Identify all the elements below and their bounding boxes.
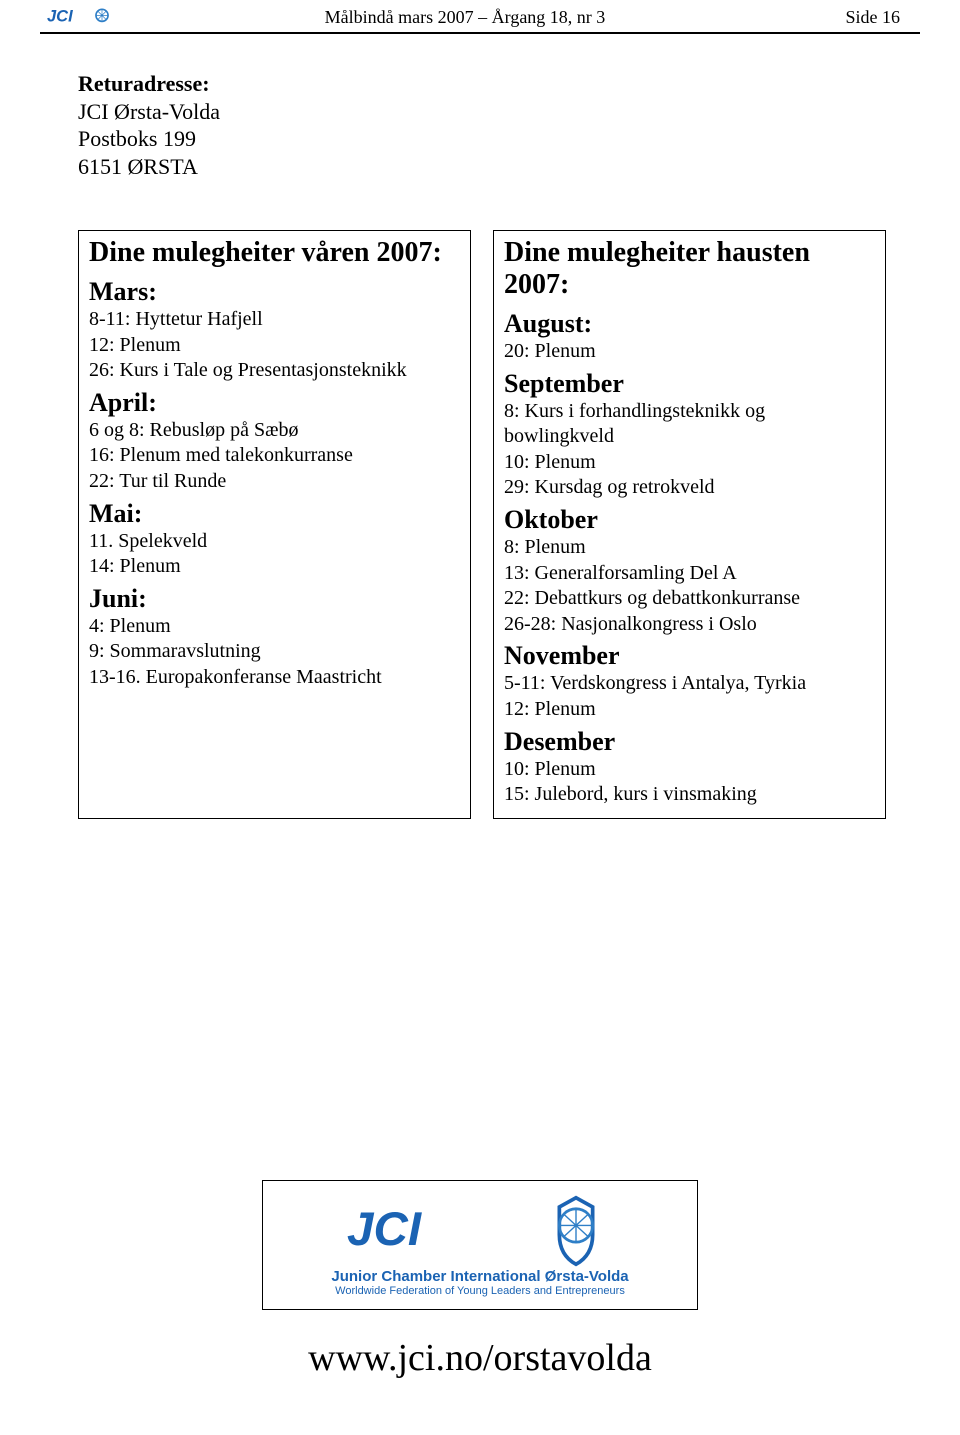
calendar-item: 10: Plenum — [504, 757, 875, 783]
month-heading: August: — [504, 309, 875, 339]
calendar-item: 12: Plenum — [89, 333, 460, 359]
jci-logo-large-icon: JCI — [347, 1201, 517, 1261]
month-heading: April: — [89, 388, 460, 418]
calendar-item: 13-16. Europakonferanse Maastricht — [89, 665, 460, 691]
month-heading: Mars: — [89, 277, 460, 307]
calendar-item: 22: Debattkurs og debattkonkurranse — [504, 586, 875, 612]
calendar-item: 8-11: Hyttetur Hafjell — [89, 307, 460, 333]
return-address-block: Returadresse: JCI Ørsta-Volda Postboks 1… — [0, 34, 960, 180]
header-center-text: Målbindå mars 2007 – Årgang 18, nr 3 — [120, 7, 810, 28]
calendar-item: 12: Plenum — [504, 697, 875, 723]
calendar-item: 8: Kurs i forhandlingsteknikk og bowling… — [504, 399, 875, 450]
jci-logo-icon: JCI — [40, 6, 120, 28]
calendar-item: 11. Spelekveld — [89, 529, 460, 555]
calendar-item: 22: Tur til Runde — [89, 469, 460, 495]
return-address-title: Returadresse: — [78, 70, 960, 98]
return-address-line: JCI Ørsta-Volda — [78, 98, 960, 126]
page-header: JCI Målbindå mars 2007 – Årgang 18, nr 3… — [0, 0, 960, 30]
calendar-item: 4: Plenum — [89, 614, 460, 640]
calendar-item: 9: Sommaravslutning — [89, 639, 460, 665]
calendar-item: 16: Plenum med talekonkurranse — [89, 443, 460, 469]
autumn-title: Dine mulegheiter hausten 2007: — [504, 237, 875, 301]
header-page-number: Side 16 — [810, 7, 900, 28]
calendar-item: 10: Plenum — [504, 450, 875, 476]
month-heading: November — [504, 641, 875, 671]
svg-text:JCI: JCI — [347, 1203, 423, 1256]
month-heading: September — [504, 369, 875, 399]
calendar-item: 29: Kursdag og retrokveld — [504, 475, 875, 501]
month-heading: Mai: — [89, 499, 460, 529]
jci-globe-icon — [539, 1194, 613, 1268]
svg-text:JCI: JCI — [47, 7, 73, 25]
jci-footer-line2: Worldwide Federation of Young Leaders an… — [331, 1285, 628, 1297]
calendar-item: 8: Plenum — [504, 535, 875, 561]
jci-footer-line1: Junior Chamber International Ørsta-Volda — [331, 1268, 628, 1285]
jci-small-logo: JCI — [40, 6, 120, 28]
return-address-line: Postboks 199 — [78, 125, 960, 153]
calendar-item: 6 og 8: Rebusløp på Sæbø — [89, 418, 460, 444]
jci-footer-text: Junior Chamber International Ørsta-Volda… — [331, 1268, 628, 1297]
footer-url: www.jci.no/orstavolda — [0, 1336, 960, 1380]
jci-footer-logo-row: JCI — [347, 1194, 613, 1268]
calendar-item: 26-28: Nasjonalkongress i Oslo — [504, 612, 875, 638]
calendar-item: 13: Generalforsamling Del A — [504, 561, 875, 587]
return-address-line: 6151 ØRSTA — [78, 153, 960, 181]
calendar-item: 26: Kurs i Tale og Presentasjonsteknikk — [89, 358, 460, 384]
calendar-item: 15: Julebord, kurs i vinsmaking — [504, 782, 875, 808]
month-heading: Desember — [504, 727, 875, 757]
calendar-columns: Dine mulegheiter våren 2007: Mars: 8-11:… — [0, 180, 960, 819]
month-heading: Oktober — [504, 505, 875, 535]
calendar-item: 20: Plenum — [504, 339, 875, 365]
spring-title: Dine mulegheiter våren 2007: — [89, 237, 460, 269]
jci-footer-logo-box: JCI Junior Chamber International Ørsta-V… — [262, 1180, 698, 1310]
autumn-column: Dine mulegheiter hausten 2007: August: 2… — [493, 230, 886, 819]
spring-column: Dine mulegheiter våren 2007: Mars: 8-11:… — [78, 230, 471, 819]
calendar-item: 5-11: Verdskongress i Antalya, Tyrkia — [504, 671, 875, 697]
calendar-item: 14: Plenum — [89, 554, 460, 580]
month-heading: Juni: — [89, 584, 460, 614]
